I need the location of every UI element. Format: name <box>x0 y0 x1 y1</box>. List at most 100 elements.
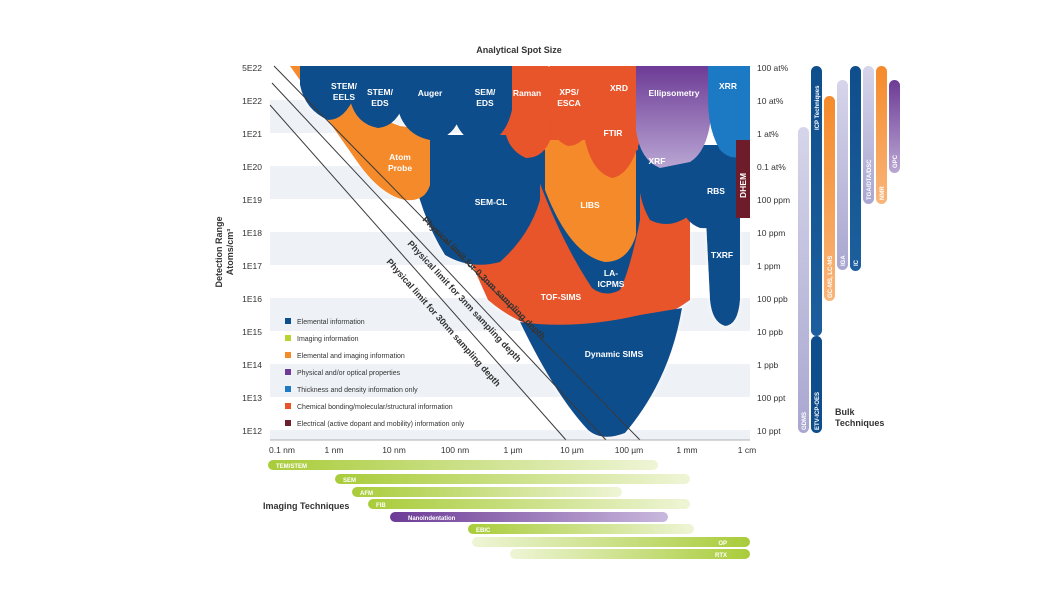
bulk-technique-bars: GDMS ICP Techniques ETV-ICP-OES GC-MS, L… <box>798 66 900 433</box>
y-axis-title: Detection RangeAtoms/cm³ <box>214 216 235 287</box>
chart-title: Analytical Spot Size <box>476 45 562 55</box>
legend-label-elemental-imaging: Elemental and imaging information <box>297 353 405 360</box>
imaging-technique-bars: TEM/STEM SEM AFM FIB Nanoindentation EBI… <box>268 460 750 559</box>
bulk-label-tga: TGA/DTA/DSC <box>867 159 873 200</box>
label-stem-eds-1: STEM/ <box>367 87 394 97</box>
imaging-bar-op <box>472 537 750 547</box>
y-tick-right: 0.1 at% <box>757 162 786 172</box>
y-tick-right: 1 ppb <box>757 360 779 370</box>
label-ftir: FTIR <box>604 128 623 138</box>
imaging-bar-rtx <box>510 549 750 559</box>
svg-text:XPS/ESCA: XPS/ESCA <box>557 87 581 108</box>
imaging-label-sem: SEM <box>343 478 356 484</box>
x-tick: 10 nm <box>382 445 406 455</box>
label-xrf: XRF <box>649 156 666 166</box>
label-xps-2: ESCA <box>557 98 581 108</box>
label-atom-probe-2: Probe <box>388 163 412 173</box>
y-tick-right: 10 at% <box>757 96 784 106</box>
bulk-bar-etv <box>811 336 822 433</box>
label-la-icpms-1: LA- <box>604 268 618 278</box>
y-tick-left: 1E20 <box>242 162 262 172</box>
imaging-bar-sem <box>335 474 690 484</box>
bulk-bar-icp <box>811 66 822 336</box>
label-la-icpms-2: ICPMS <box>598 279 625 289</box>
imaging-label-fib: FIB <box>376 503 386 509</box>
legend-swatch-imaging <box>285 335 291 341</box>
svg-text:LA-ICPMS: LA-ICPMS <box>598 268 625 289</box>
region-xrd <box>594 66 645 122</box>
region-sem-cl <box>410 135 540 265</box>
label-sem-eds-2: EDS <box>476 98 494 108</box>
y-tick-right: 10 ppt <box>757 426 781 436</box>
label-sem-eds-1: SEM/ <box>475 87 496 97</box>
legend-label-elemental: Elemental information <box>297 319 365 326</box>
label-rbs: RBS <box>707 186 725 196</box>
region-txrf <box>705 145 740 326</box>
imaging-label-nanoindentation: Nanoindentation <box>408 516 456 522</box>
y-axis-right: 100 at% 10 at% 1 at% 0.1 at% 100 ppm 10 … <box>757 63 790 436</box>
bulk-bar-gcms <box>824 96 835 301</box>
label-dynamic-sims: Dynamic SIMS <box>585 349 644 359</box>
y-tick-right: 10 ppm <box>757 228 785 238</box>
x-tick: 1 nm <box>325 445 344 455</box>
region-ftir <box>585 105 640 178</box>
bulk-label-gdms: GDMS <box>802 412 808 430</box>
imaging-title: Imaging Techniques <box>263 501 349 511</box>
legend-swatch-elemental <box>285 318 291 324</box>
bulk-bar-ic <box>850 66 861 271</box>
y-tick-left: 1E18 <box>242 228 262 238</box>
legend-label-chemical: Chemical bonding/molecular/structural in… <box>297 404 453 411</box>
imaging-label-tem-stem: TEM/STEM <box>276 464 307 470</box>
region-xrr <box>708 66 750 158</box>
label-raman: Raman <box>513 88 541 98</box>
bulk-label-iga: IGA <box>841 255 847 266</box>
imaging-label-op: OP <box>718 541 727 547</box>
x-tick: 100 µm <box>615 445 644 455</box>
region-ellipsometry <box>636 66 712 168</box>
svg-text:SEM/EDS: SEM/EDS <box>475 87 496 108</box>
legend-swatch-elemental-imaging <box>285 352 291 358</box>
y-tick-left: 1E21 <box>242 129 262 139</box>
y-tick-left: 1E16 <box>242 294 262 304</box>
region-auger <box>398 66 462 140</box>
bulk-title-2: Techniques <box>835 418 884 428</box>
bulk-bar-iga <box>837 80 848 270</box>
region-dhem <box>736 140 750 218</box>
y-tick-left: 5E22 <box>242 63 262 73</box>
y-tick-right: 100 ppm <box>757 195 790 205</box>
bulk-bar-gdms <box>798 127 809 433</box>
x-tick: 1 cm <box>738 445 756 455</box>
x-tick: 1 mm <box>676 445 697 455</box>
imaging-bar-fib <box>368 499 690 509</box>
y-axis-title-2: Atoms/cm³ <box>225 229 235 276</box>
legend-label-physical: Physical and/or optical properties <box>297 370 401 377</box>
legend-swatch-physical <box>285 369 291 375</box>
y-axis-title-1: Detection Range <box>214 216 224 287</box>
x-tick: 100 nm <box>441 445 469 455</box>
x-axis: 0.1 nm 1 nm 10 nm 100 nm 1 µm 10 µm 100 … <box>269 439 756 455</box>
y-tick-left: 1E12 <box>242 426 262 436</box>
bulk-title: Bulk Techniques <box>835 407 884 428</box>
label-dhem: DHEM <box>738 173 748 198</box>
bulk-label-nmr: NMR <box>880 186 886 200</box>
label-atom-probe-1: Atom <box>389 152 411 162</box>
x-tick: 10 µm <box>560 445 584 455</box>
bulk-bar-gpc <box>889 80 900 173</box>
legend: Elemental information Imaging informatio… <box>285 318 465 428</box>
legend-swatch-electrical <box>285 420 291 426</box>
imaging-bar-nanoindentation <box>390 512 668 522</box>
label-stem-eels-2: EELS <box>333 92 356 102</box>
y-tick-left: 1E15 <box>242 327 262 337</box>
bulk-title-1: Bulk <box>835 407 855 417</box>
region-sem-eds <box>452 66 512 145</box>
legend-swatch-thickness <box>285 386 291 392</box>
label-xrd: XRD <box>610 83 628 93</box>
label-txrf: TXRF <box>711 250 733 260</box>
label-xps-1: XPS/ <box>559 87 579 97</box>
y-tick-right: 100 ppt <box>757 393 786 403</box>
technique-labels: STEM/EELS STEM/EDS Auger SEM/EDS Raman X… <box>331 81 748 359</box>
label-ellipsometry: Ellipsometry <box>648 88 699 98</box>
bulk-label-gpc: GPC <box>893 154 899 168</box>
